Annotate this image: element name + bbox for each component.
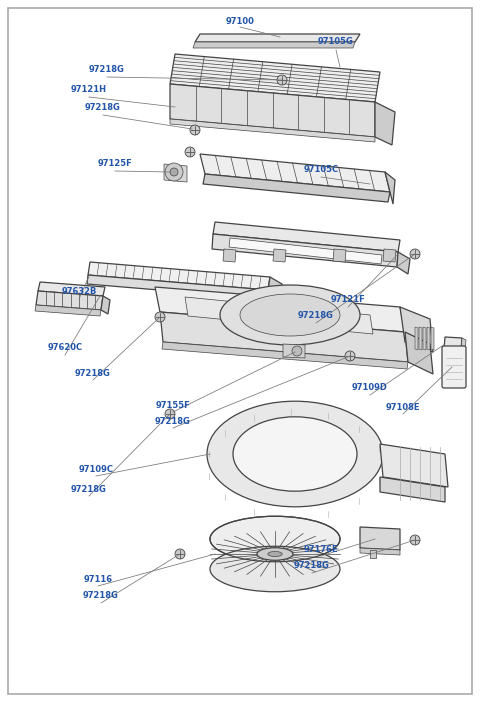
Polygon shape (38, 282, 105, 296)
Polygon shape (273, 249, 286, 262)
Polygon shape (268, 277, 282, 294)
Ellipse shape (233, 417, 357, 491)
Polygon shape (223, 249, 236, 262)
Ellipse shape (210, 546, 340, 592)
Polygon shape (400, 307, 433, 352)
Polygon shape (229, 238, 382, 264)
Circle shape (190, 125, 200, 135)
Ellipse shape (210, 516, 340, 562)
Text: 97218G: 97218G (298, 312, 334, 321)
Circle shape (345, 351, 355, 361)
Polygon shape (170, 84, 375, 137)
Polygon shape (101, 296, 110, 314)
Polygon shape (87, 275, 268, 299)
Polygon shape (383, 449, 420, 472)
Ellipse shape (257, 548, 293, 560)
Text: 97108E: 97108E (386, 402, 420, 411)
Circle shape (175, 549, 185, 559)
Text: 97105C: 97105C (303, 166, 338, 175)
Polygon shape (405, 332, 433, 374)
Polygon shape (88, 262, 270, 290)
Circle shape (165, 409, 175, 419)
Polygon shape (170, 54, 380, 102)
Ellipse shape (240, 294, 340, 336)
Text: 97121H: 97121H (71, 86, 107, 95)
Text: 97105G: 97105G (318, 37, 354, 46)
FancyBboxPatch shape (442, 346, 466, 388)
Circle shape (277, 75, 287, 85)
Ellipse shape (268, 552, 282, 557)
Polygon shape (397, 252, 410, 274)
Polygon shape (203, 174, 390, 202)
Polygon shape (385, 172, 395, 204)
Polygon shape (155, 287, 405, 332)
Polygon shape (360, 527, 400, 550)
Polygon shape (380, 477, 445, 502)
Text: 97632B: 97632B (61, 288, 96, 296)
Polygon shape (200, 154, 390, 192)
Circle shape (410, 249, 420, 259)
Text: 97121F: 97121F (331, 296, 365, 305)
Polygon shape (431, 327, 434, 350)
Polygon shape (423, 327, 426, 350)
Polygon shape (427, 327, 430, 350)
Polygon shape (36, 291, 103, 310)
Text: 97176E: 97176E (304, 545, 338, 553)
Text: 97218G: 97218G (155, 416, 191, 425)
Polygon shape (375, 102, 395, 145)
Circle shape (185, 147, 195, 157)
Text: 97109D: 97109D (352, 383, 388, 392)
Polygon shape (195, 34, 360, 42)
Polygon shape (333, 249, 346, 262)
Polygon shape (185, 297, 373, 334)
Polygon shape (360, 548, 400, 555)
Polygon shape (415, 327, 418, 350)
Text: 97100: 97100 (226, 18, 254, 27)
Text: 97218G: 97218G (71, 484, 107, 494)
Polygon shape (443, 337, 462, 362)
Polygon shape (35, 305, 101, 316)
Circle shape (410, 535, 420, 545)
Polygon shape (419, 327, 422, 350)
Text: 97218G: 97218G (89, 65, 125, 74)
Polygon shape (460, 338, 466, 364)
Ellipse shape (207, 402, 383, 507)
Polygon shape (212, 234, 398, 267)
Polygon shape (170, 119, 375, 142)
Text: 97218G: 97218G (83, 592, 119, 600)
Polygon shape (383, 249, 396, 262)
Polygon shape (193, 42, 355, 48)
Polygon shape (164, 164, 187, 182)
Circle shape (155, 312, 165, 322)
Polygon shape (162, 342, 408, 369)
Polygon shape (370, 550, 376, 558)
Text: 97218G: 97218G (85, 103, 121, 112)
Circle shape (292, 346, 302, 356)
Text: 97155F: 97155F (156, 401, 191, 409)
Text: 97218G: 97218G (294, 562, 330, 571)
Circle shape (165, 163, 183, 181)
Ellipse shape (220, 285, 360, 345)
Text: 97620C: 97620C (48, 343, 83, 352)
Text: 97116: 97116 (84, 574, 113, 583)
Polygon shape (380, 444, 448, 487)
Text: 97125F: 97125F (97, 159, 132, 168)
Polygon shape (213, 222, 400, 252)
Polygon shape (283, 344, 305, 358)
Polygon shape (160, 312, 408, 362)
Text: 97109C: 97109C (79, 465, 113, 474)
Circle shape (170, 168, 178, 176)
Text: 97218G: 97218G (75, 369, 111, 378)
